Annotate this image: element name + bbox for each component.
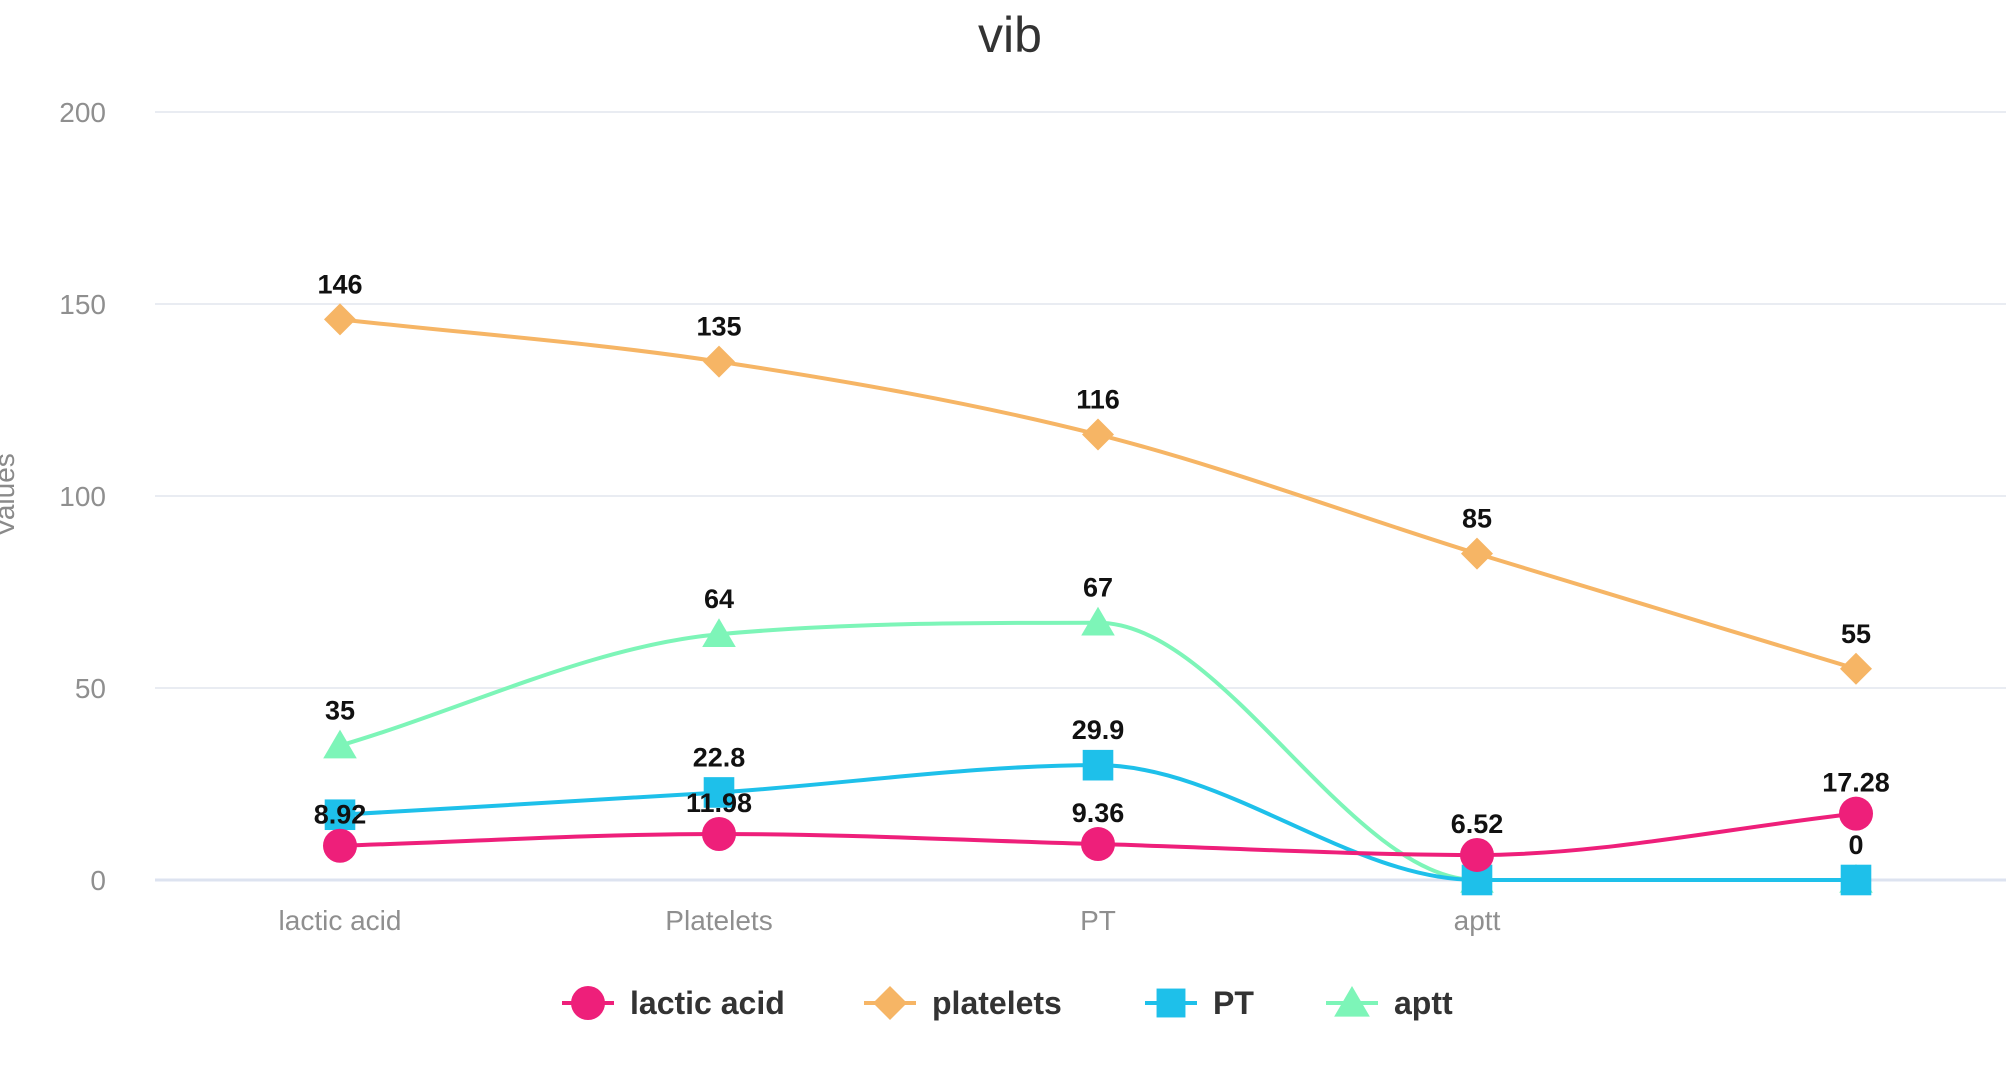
data-label: 64 (704, 584, 734, 614)
data-point-platelets (1082, 418, 1114, 451)
y-tick-label: 200 (59, 97, 106, 128)
data-point-platelets (1461, 537, 1493, 570)
y-axis-label: Values (0, 453, 20, 537)
data-point-aptt (702, 618, 736, 648)
data-label: 29.9 (1072, 715, 1125, 745)
data-point-aptt (1081, 606, 1115, 636)
legend: lactic acid platelets PT aptt (562, 985, 1453, 1021)
x-axis-ticks: lactic acid Platelets PT aptt (279, 905, 1501, 936)
data-label: 0 (1848, 830, 1863, 860)
data-point-pt (1082, 749, 1114, 781)
x-tick-label: aptt (1454, 905, 1501, 936)
legend-label: platelets (932, 985, 1062, 1021)
legend-marker-lactic-acid (571, 986, 605, 1020)
data-point-lactic-acid (323, 828, 357, 863)
legend-label: aptt (1394, 985, 1453, 1021)
data-point-lactic-acid (1839, 796, 1873, 831)
data-point-pt (1840, 864, 1872, 896)
data-label: 6.52 (1451, 809, 1504, 839)
data-point-platelets (703, 345, 735, 378)
y-tick-label: 100 (59, 481, 106, 512)
data-label: 135 (696, 312, 741, 342)
legend-marker-platelets (873, 986, 907, 1020)
y-axis-ticks: 0 50 100 150 200 (59, 97, 106, 896)
data-label: 17.28 (1822, 768, 1890, 798)
data-label: 11.98 (686, 788, 752, 818)
data-label: 55 (1841, 619, 1871, 649)
data-label: 146 (317, 269, 362, 299)
data-label: 85 (1462, 504, 1492, 534)
x-tick-label: Platelets (665, 905, 772, 936)
x-tick-label: PT (1080, 905, 1116, 936)
data-point-platelets (1840, 652, 1872, 685)
legend-label: lactic acid (630, 985, 785, 1021)
y-tick-label: 150 (59, 289, 106, 320)
data-point-pt (703, 777, 735, 808)
data-point-platelets (324, 303, 356, 336)
legend-marker-aptt (1334, 986, 1370, 1017)
data-point-pt (324, 799, 356, 831)
data-label: 8.92 (314, 800, 367, 830)
data-point-lactic-acid (1081, 827, 1115, 862)
legend-item-pt[interactable]: PT (1145, 985, 1254, 1021)
data-point-lactic-acid (702, 816, 736, 851)
data-label: 67 (1083, 573, 1113, 603)
legend-item-lactic-acid[interactable]: lactic acid (562, 985, 785, 1021)
data-label: 22.8 (693, 742, 746, 772)
data-point-lactic-acid (1460, 837, 1494, 872)
chart-title: vib (978, 7, 1042, 63)
series-markers (323, 303, 1873, 896)
y-tick-label: 0 (90, 865, 106, 896)
x-tick-label: lactic acid (279, 905, 402, 936)
legend-item-platelets[interactable]: platelets (864, 985, 1062, 1021)
data-label: 116 (1076, 385, 1120, 415)
data-point-aptt (323, 729, 357, 759)
legend-marker-pt (1156, 988, 1186, 1018)
legend-label: PT (1213, 985, 1254, 1021)
legend-item-aptt[interactable]: aptt (1326, 985, 1453, 1021)
data-label: 35 (325, 696, 355, 726)
y-tick-label: 50 (75, 673, 106, 704)
data-labels: 8.92 11.98 9.36 6.52 17.28 146 135 116 85 55 22.8 2… (314, 269, 1890, 860)
data-label: 9.36 (1072, 798, 1125, 828)
